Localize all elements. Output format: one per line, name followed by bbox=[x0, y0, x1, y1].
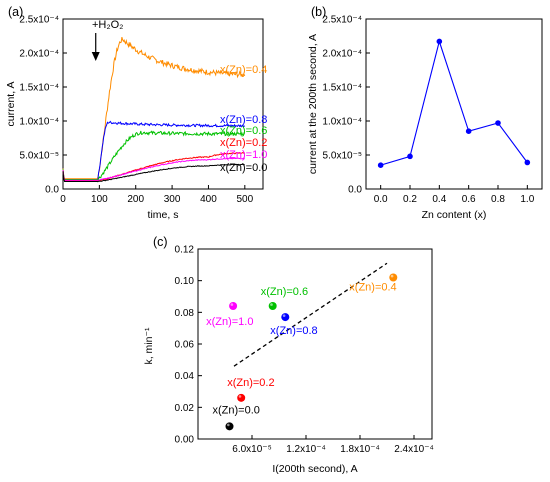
panel-a-ytick-label: 2.0x10⁻⁴ bbox=[19, 49, 59, 60]
panel-b-ytick-label: 5.0x10⁻⁵ bbox=[323, 151, 362, 162]
panel-c-ytick-label: 0.08 bbox=[175, 308, 195, 319]
panel-c-point bbox=[281, 313, 290, 322]
panel-a-series-label: x(Zn)=0.6 bbox=[220, 125, 267, 137]
panel-b-ylabel: current at the 200th second, A bbox=[307, 34, 319, 174]
panel-a-ytick-label: 2.5x10⁻⁴ bbox=[19, 15, 59, 26]
panel-b-point bbox=[524, 159, 531, 166]
panel-a-ylabel: current, A bbox=[5, 82, 17, 127]
panel-b-frame bbox=[365, 18, 543, 190]
panel-b-xtick-label: 0.0 bbox=[374, 194, 388, 205]
panel-b-xtick-label: 0.4 bbox=[432, 194, 446, 205]
panel-a-xtick-label: 200 bbox=[127, 194, 144, 205]
panel-c-ytick-label: 0.10 bbox=[175, 276, 195, 287]
panel-c-point-highlight bbox=[390, 274, 394, 278]
panel-a-xtick-label: 500 bbox=[236, 194, 253, 205]
panel-c-xlabel: I(200th second), A bbox=[272, 463, 357, 475]
panel-c-point-highlight bbox=[230, 303, 234, 306]
panel-c-point-label: x(Zn)=0.0 bbox=[213, 404, 260, 416]
panel-c-ytick-label: 0.12 bbox=[175, 245, 195, 256]
panel-c-point-highlight bbox=[282, 314, 286, 317]
panel-b-ytick-label: 1.0x10⁻⁴ bbox=[322, 117, 362, 128]
panel-c-point-label: x(Zn)=0.6 bbox=[261, 286, 308, 298]
panel-a-series-line bbox=[62, 130, 246, 183]
panel-b-point bbox=[495, 120, 501, 126]
panel-b: 0.0 0.2 0.4 0.6 0.8 1.0 0.0 5.0x10⁻⁵ 1.0x10⁻⁴ 1.5… bbox=[307, 5, 543, 221]
panel-b-xtick-label: 1.0 bbox=[520, 194, 534, 205]
panel-a-series-label: x(Zn)=0.2 bbox=[220, 137, 267, 149]
panel-b-xlabel: Zn content (x) bbox=[422, 209, 487, 221]
panel-a-label: (a) bbox=[8, 5, 23, 19]
panel-c-point-label: x(Zn)=0.8 bbox=[270, 325, 317, 337]
panel-a-arrow-head bbox=[91, 52, 100, 61]
panel-b-point bbox=[407, 153, 413, 160]
panel-c-point bbox=[268, 302, 277, 310]
panel-a: 0 100 200 300 400 500 0.0 5.0x10⁻⁵ 1.0x10⁻⁴ 1.5x1… bbox=[5, 5, 267, 221]
panel-c-xtick-label: 1.8x10⁻⁴ bbox=[340, 444, 380, 455]
panel-b-ytick-label: 0.0 bbox=[348, 185, 362, 196]
panel-c-ytick-label: 0.02 bbox=[175, 403, 195, 414]
panel-a-ytick-label: 1.5x10⁻⁴ bbox=[19, 83, 59, 94]
panel-c-xtick-label: 2.4x10⁻⁴ bbox=[394, 444, 434, 455]
panel-b-point bbox=[377, 162, 384, 168]
panel-b-ytick-label: 2.0x10⁻⁴ bbox=[322, 49, 362, 60]
panel-b-point bbox=[436, 38, 443, 45]
panel-c-point bbox=[389, 273, 398, 282]
panel-b-point bbox=[465, 128, 472, 134]
panel-a-xtick-label: 300 bbox=[164, 194, 181, 205]
panel-c-point-label: x(Zn)=0.4 bbox=[349, 282, 396, 294]
panel-a-series-label: x(Zn)=1.0 bbox=[220, 149, 267, 161]
panel-b-ytick-label: 2.5x10⁻⁴ bbox=[322, 15, 362, 26]
panel-b-xtick-label: 0.8 bbox=[491, 194, 505, 205]
panel-a-ytick-label: 5.0x10⁻⁵ bbox=[20, 151, 59, 162]
panel-c-point bbox=[237, 393, 246, 402]
panel-b-xtick-label: 0.2 bbox=[403, 194, 417, 205]
panel-b-ytick-label: 1.5x10⁻⁴ bbox=[322, 83, 362, 94]
panel-a-annotation: +H₂O₂ bbox=[92, 19, 123, 31]
panel-a-series-label: x(Zn)=0.4 bbox=[220, 64, 267, 76]
panel-c: 6.0x10⁻⁵ 1.2x10⁻⁴ 1.8x10⁻⁴ 2.4x10⁻⁴ 0.00 0.02… bbox=[143, 235, 434, 475]
panel-c-label: (c) bbox=[153, 235, 168, 249]
panel-a-series-line bbox=[62, 152, 246, 182]
panel-c-trend-line bbox=[233, 262, 388, 367]
panel-c-point-highlight bbox=[227, 423, 230, 427]
panel-c-point-highlight bbox=[270, 303, 273, 306]
panel-c-ytick-label: 0.04 bbox=[175, 371, 195, 382]
panel-a-series-label: x(Zn)=0.8 bbox=[220, 114, 267, 126]
panel-c-point bbox=[225, 422, 234, 431]
panel-c-xtick-label: 6.0x10⁻⁵ bbox=[232, 444, 271, 455]
panel-c-ytick-label: 0.06 bbox=[175, 340, 195, 351]
panel-c-ytick-label: 0.00 bbox=[175, 435, 195, 446]
panel-a-xtick-label: 100 bbox=[91, 194, 108, 205]
panel-a-ytick-label: 0.0 bbox=[45, 185, 59, 196]
panel-a-series-line bbox=[62, 36, 246, 180]
panel-c-ylabel: k, min⁻¹ bbox=[143, 327, 155, 365]
panel-c-point-label: x(Zn)=1.0 bbox=[206, 316, 253, 328]
panel-a-series-line bbox=[62, 157, 245, 181]
panel-c-point bbox=[229, 302, 238, 310]
panel-b-xtick-label: 0.6 bbox=[462, 194, 476, 205]
panel-a-ytick-label: 1.0x10⁻⁴ bbox=[19, 117, 59, 128]
panel-a-series-line bbox=[62, 163, 245, 183]
panel-a-series-label: x(Zn)=0.0 bbox=[220, 162, 267, 174]
panel-a-xlabel: time, s bbox=[148, 209, 179, 221]
panel-c-point-highlight bbox=[238, 395, 242, 398]
panel-b-label: (b) bbox=[311, 5, 326, 19]
panel-c-xtick-label: 1.2x10⁻⁴ bbox=[286, 444, 326, 455]
panel-c-point-label: x(Zn)=0.2 bbox=[227, 377, 274, 389]
panel-b-series-line bbox=[380, 39, 528, 166]
panel-a-frame bbox=[62, 18, 264, 190]
panel-a-xtick-label: 0 bbox=[60, 194, 66, 205]
panel-a-xtick-label: 400 bbox=[200, 194, 217, 205]
